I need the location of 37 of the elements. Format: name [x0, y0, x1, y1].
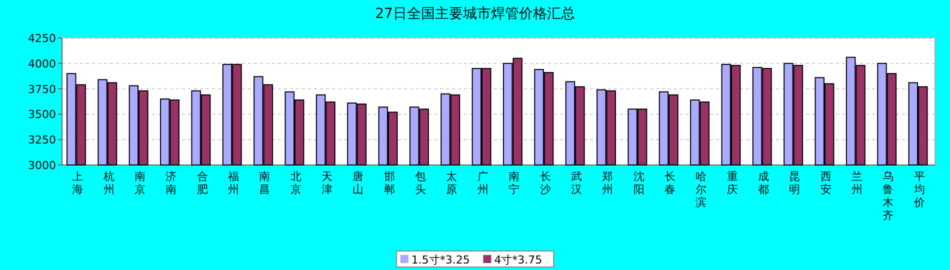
x-tick-label: 南昌 — [259, 170, 270, 196]
legend-label: 1.5寸*3.25 — [411, 254, 470, 266]
y-tick-label: 3000 — [28, 159, 56, 172]
x-tick-label: 平均价 — [912, 170, 925, 209]
x-tick-label: 邯郸 — [384, 170, 395, 196]
x-tick-label: 济南 — [166, 170, 177, 196]
x-tick-label: 西安 — [820, 170, 832, 196]
x-tick-label: 兰州 — [852, 170, 863, 196]
legend-label: 4寸*3.75 — [494, 254, 542, 266]
x-tick-label: 昆明 — [789, 170, 800, 196]
x-tick-label: 上海 — [72, 170, 84, 196]
x-tick-label: 南京 — [134, 170, 146, 196]
y-tick-label: 4250 — [28, 32, 56, 45]
x-tick-label: 哈尔滨 — [696, 170, 707, 209]
y-tick-label: 3750 — [28, 82, 56, 96]
x-tick-label: 太原 — [446, 170, 458, 196]
x-tick-label: 重庆 — [726, 170, 738, 196]
x-tick-label: 郑州 — [602, 170, 614, 196]
x-tick-label: 长春 — [664, 170, 676, 196]
y-tick-label: 3500 — [28, 108, 56, 122]
x-tick-label: 南宁 — [508, 170, 520, 196]
x-tick-label: 沈阳 — [633, 170, 644, 196]
y-tick-label: 4000 — [28, 57, 56, 70]
x-tick-label: 唐山 — [352, 170, 364, 196]
x-tick-label: 北京 — [290, 170, 302, 196]
x-tick-label: 天津 — [322, 170, 333, 196]
x-tick-label: 乌鲁木齐 — [882, 170, 894, 222]
x-tick-label: 广州 — [477, 170, 488, 196]
x-tick-label: 成都 — [758, 170, 770, 196]
x-tick-label: 长沙 — [540, 170, 551, 196]
x-tick-label: 武汉 — [570, 170, 582, 196]
y-tick-label: 3250 — [28, 134, 56, 147]
chart-title: 27日全国主要城市焊管价格汇总 — [375, 6, 575, 22]
x-tick-label: 杭州 — [102, 170, 114, 196]
x-tick-label: 福州 — [228, 170, 239, 196]
x-tick-label: 包头 — [415, 170, 426, 196]
x-tick-label: 合肥 — [196, 170, 208, 196]
